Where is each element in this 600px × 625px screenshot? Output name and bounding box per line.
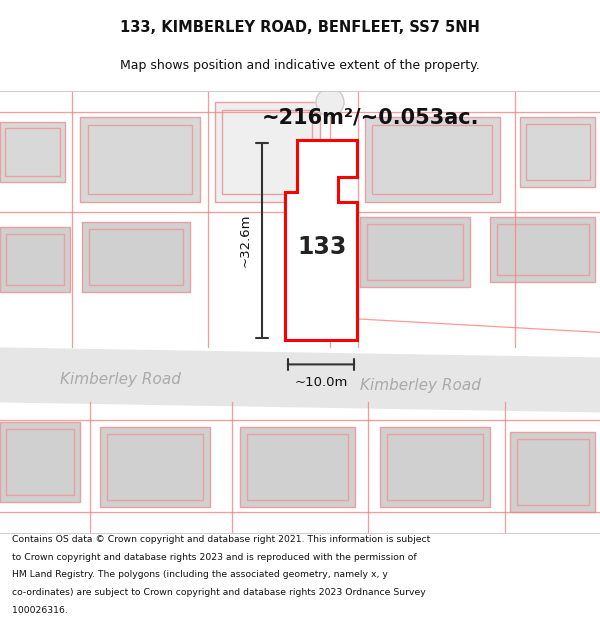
Polygon shape xyxy=(6,429,74,496)
Text: Map shows position and indicative extent of the property.: Map shows position and indicative extent… xyxy=(120,59,480,72)
Polygon shape xyxy=(0,228,70,292)
Polygon shape xyxy=(380,428,490,508)
Text: ~10.0m: ~10.0m xyxy=(295,376,347,389)
Polygon shape xyxy=(490,217,595,282)
Text: to Crown copyright and database rights 2023 and is reproduced with the permissio: to Crown copyright and database rights 2… xyxy=(12,553,416,562)
Text: ~32.6m: ~32.6m xyxy=(239,214,252,267)
Polygon shape xyxy=(497,224,589,276)
Text: ~216m²/~0.053ac.: ~216m²/~0.053ac. xyxy=(261,107,479,127)
Polygon shape xyxy=(215,102,320,202)
Text: HM Land Registry. The polygons (including the associated geometry, namely x, y: HM Land Registry. The polygons (includin… xyxy=(12,571,388,579)
Polygon shape xyxy=(520,118,595,188)
Polygon shape xyxy=(240,428,355,508)
Polygon shape xyxy=(387,434,483,501)
Text: 133, KIMBERLEY ROAD, BENFLEET, SS7 5NH: 133, KIMBERLEY ROAD, BENFLEET, SS7 5NH xyxy=(120,20,480,35)
Polygon shape xyxy=(0,348,600,413)
Polygon shape xyxy=(517,439,589,506)
Polygon shape xyxy=(6,234,64,286)
Polygon shape xyxy=(89,229,183,286)
Polygon shape xyxy=(100,428,210,508)
Text: co-ordinates) are subject to Crown copyright and database rights 2023 Ordnance S: co-ordinates) are subject to Crown copyr… xyxy=(12,588,426,597)
Text: 133: 133 xyxy=(298,236,347,259)
Polygon shape xyxy=(360,217,470,288)
Polygon shape xyxy=(510,432,595,512)
Polygon shape xyxy=(365,118,500,202)
Polygon shape xyxy=(0,122,65,182)
Polygon shape xyxy=(0,422,80,502)
Polygon shape xyxy=(80,118,200,202)
Text: Contains OS data © Crown copyright and database right 2021. This information is : Contains OS data © Crown copyright and d… xyxy=(12,535,430,544)
Polygon shape xyxy=(247,434,348,501)
Polygon shape xyxy=(107,434,203,501)
Polygon shape xyxy=(367,224,463,281)
Polygon shape xyxy=(372,125,492,194)
Polygon shape xyxy=(285,140,357,341)
Circle shape xyxy=(316,88,344,116)
Text: Kimberley Road: Kimberley Road xyxy=(360,378,481,393)
Text: Kimberley Road: Kimberley Road xyxy=(60,372,181,387)
Polygon shape xyxy=(526,124,590,180)
Polygon shape xyxy=(88,125,192,194)
Polygon shape xyxy=(82,222,190,292)
Polygon shape xyxy=(222,110,312,194)
Text: 100026316.: 100026316. xyxy=(12,606,68,614)
Polygon shape xyxy=(5,128,60,176)
